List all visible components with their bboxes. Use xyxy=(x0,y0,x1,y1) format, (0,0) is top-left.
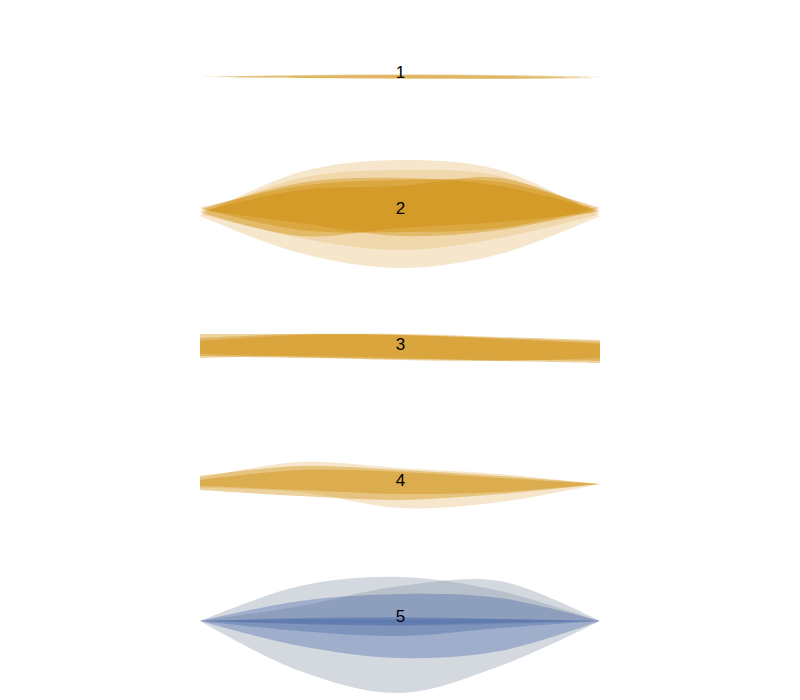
svg-text:5: 5 xyxy=(396,607,405,626)
svg-text:4: 4 xyxy=(396,471,405,490)
svg-text:1: 1 xyxy=(396,63,405,82)
svg-text:2: 2 xyxy=(396,199,405,218)
svg-text:3: 3 xyxy=(396,335,405,354)
